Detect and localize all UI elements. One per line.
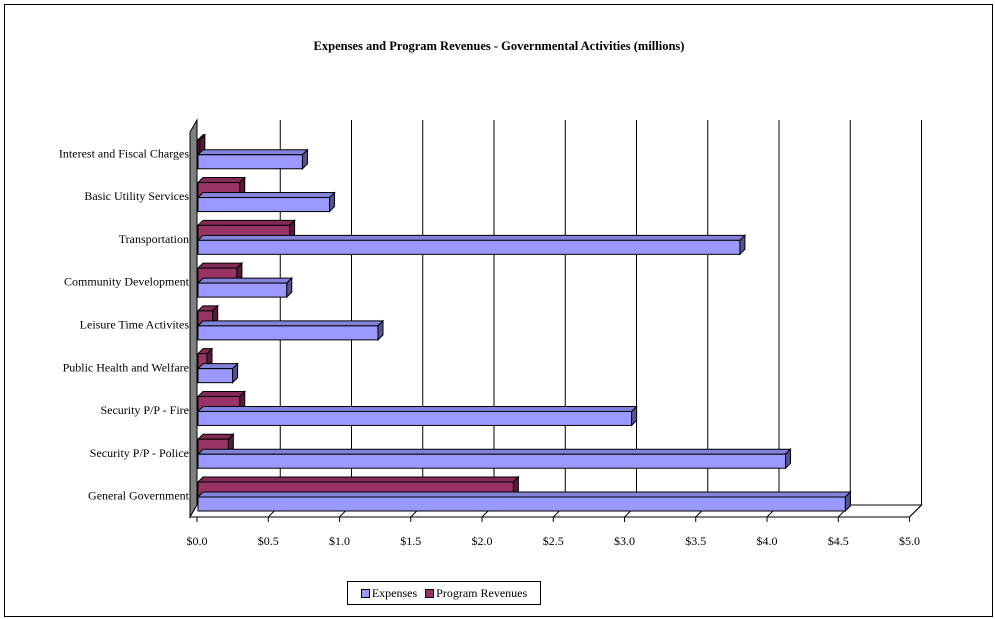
category-label-community-development: Community Development <box>64 275 190 289</box>
bar-top-expenses-security-p-p-police <box>196 448 792 455</box>
bar-top-program-revenues-general-government <box>196 476 520 483</box>
x-tick-label: $5.0 <box>899 534 920 548</box>
chart-title: Expenses and Program Revenues - Governme… <box>314 39 685 53</box>
bar-end-expenses-leisure-time-activites <box>377 319 384 342</box>
bar-end-expenses-public-health-and-welfare <box>232 362 239 384</box>
x-tick-label: $4.5 <box>828 534 849 548</box>
bar-expenses-general-government <box>197 496 846 512</box>
bar-top-expenses-community-development <box>196 277 293 284</box>
bar-top-expenses-general-government <box>196 491 852 498</box>
bar-top-program-revenues-community-development <box>196 262 244 269</box>
x-tick-label: $0.0 <box>187 534 208 548</box>
x-tick-label: $2.5 <box>543 534 564 548</box>
x-tick-label: $2.0 <box>472 534 493 548</box>
bar-end-expenses-general-government <box>844 490 851 513</box>
legend: Expenses Program Revenues <box>347 581 541 605</box>
x-tick-label: $1.0 <box>329 534 350 548</box>
category-label-public-health-and-welfare: Public Health and Welfare <box>63 360 189 374</box>
chart-frame: Expenses and Program Revenues - Governme… <box>4 4 993 617</box>
legend-item-program-revenues: Program Revenues <box>425 586 527 601</box>
bar-top-program-revenues-basic-utility-services <box>196 177 246 184</box>
legend-label-program-revenues: Program Revenues <box>436 585 528 600</box>
category-label-basic-utility-services: Basic Utility Services <box>84 189 189 203</box>
legend-swatch-expenses <box>360 588 370 598</box>
bar-expenses-security-p-p-police <box>197 453 787 469</box>
bar-end-expenses-security-p-p-fire <box>631 405 638 427</box>
category-label-transportation: Transportation <box>119 232 189 246</box>
bar-end-expenses-security-p-p-police <box>785 448 792 470</box>
bar-end-program-revenues-public-health-and-welfare <box>206 347 213 369</box>
category-label-security-p-p-fire: Security P/P - Fire <box>100 403 189 417</box>
bar-end-program-revenues-transportation <box>289 219 296 241</box>
floor-gridline <box>909 504 922 518</box>
bar-end-program-revenues-security-p-p-fire <box>239 390 246 412</box>
x-tick-label: $1.5 <box>400 534 421 548</box>
category-label-general-government: General Government <box>88 489 190 503</box>
category-label-security-p-p-police: Security P/P - Police <box>90 446 189 460</box>
x-tick-label: $3.0 <box>614 534 635 548</box>
bar-end-expenses-community-development <box>286 276 293 299</box>
bar-end-expenses-basic-utility-services <box>329 191 336 213</box>
bar-top-program-revenues-security-p-p-police <box>196 433 235 440</box>
x-tick-label: $4.0 <box>757 534 778 548</box>
bar-top-program-revenues-transportation <box>196 219 296 226</box>
bar-top-program-revenues-security-p-p-fire <box>196 390 246 397</box>
bar-end-program-revenues-leisure-time-activites <box>212 304 219 327</box>
legend-swatch-program-revenues <box>425 588 435 598</box>
x-tick-label: $3.5 <box>685 534 706 548</box>
side-wall <box>189 118 198 519</box>
bar-expenses-leisure-time-activites <box>197 325 379 341</box>
bar-end-program-revenues-general-government <box>512 475 519 498</box>
bar-expenses-community-development <box>197 282 288 298</box>
bar-end-program-revenues-community-development <box>236 261 243 284</box>
bar-end-expenses-transportation <box>739 234 746 256</box>
bar-top-expenses-public-health-and-welfare <box>196 363 239 370</box>
bar-top-expenses-interest-and-fiscal-charges <box>196 149 309 156</box>
bar-expenses-interest-and-fiscal-charges <box>197 154 303 170</box>
category-label-leisure-time-activites: Leisure Time Activites <box>80 318 190 332</box>
category-labels: General Government Security P/P - Police S… <box>59 146 190 502</box>
x-tick-labels: $0.0 $0.5 $1.0 $1.5 $2.0 $2.5 $3.0 $3.5 $4.0 $4.5… <box>187 534 921 548</box>
bar-end-program-revenues-interest-and-fiscal-charges <box>199 133 206 155</box>
bar-expenses-public-health-and-welfare <box>197 368 234 384</box>
x-tick-label: $0.5 <box>258 534 279 548</box>
legend-item-expenses: Expenses <box>360 585 418 601</box>
bar-top-expenses-basic-utility-services <box>196 192 336 199</box>
bars <box>196 133 852 513</box>
bar-expenses-security-p-p-fire <box>197 410 633 426</box>
bar-expenses-basic-utility-services <box>197 197 331 213</box>
bar-end-program-revenues-basic-utility-services <box>239 176 246 198</box>
bar-end-program-revenues-security-p-p-police <box>227 433 234 455</box>
bar-end-expenses-interest-and-fiscal-charges <box>301 148 308 170</box>
bar-expenses-transportation <box>197 239 741 255</box>
bar-top-expenses-security-p-p-fire <box>196 405 638 412</box>
chart-canvas: Expenses and Program Revenues - Governme… <box>59 39 923 548</box>
bar-top-expenses-leisure-time-activites <box>196 320 385 327</box>
legend-label-expenses: Expenses <box>371 585 418 600</box>
bar-top-expenses-transportation <box>196 234 747 241</box>
category-label-interest-and-fiscal-charges: Interest and Fiscal Charges <box>59 146 189 160</box>
